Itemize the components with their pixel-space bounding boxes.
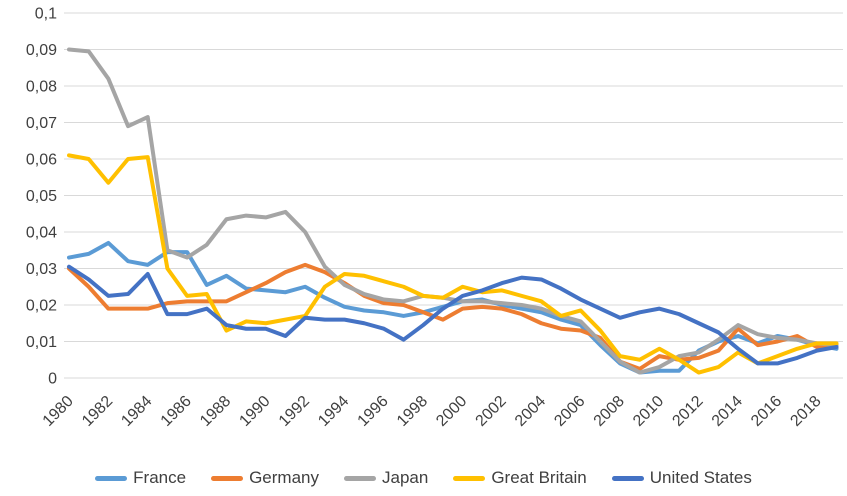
legend-label: France	[133, 468, 187, 487]
legend-item-france: France	[95, 468, 186, 488]
legend-item-united-states: United States	[611, 468, 752, 488]
legend-line-swatch	[611, 475, 644, 481]
x-axis-tick-label: 2010	[630, 393, 667, 430]
x-axis-tick-label: 1994	[315, 393, 352, 430]
y-axis-tick-label: 0,1	[35, 6, 57, 23]
y-axis-tick-label: 0,03	[26, 261, 57, 278]
x-axis-tick-label: 1982	[79, 393, 116, 430]
y-axis-tick-label: 0,05	[26, 188, 57, 205]
y-axis-tick-label: 0,02	[26, 298, 57, 315]
x-axis-tick-label: 2006	[551, 393, 588, 430]
y-axis-tick-label: 0,09	[26, 42, 57, 59]
x-axis-tick-label: 2004	[512, 393, 549, 430]
x-axis-tick-label: 1984	[118, 393, 155, 430]
x-axis-tick-label: 2016	[748, 393, 785, 430]
legend-label: Japan	[382, 468, 429, 487]
series-line-great-britain	[67, 153, 839, 375]
legend-line-swatch	[453, 475, 486, 481]
legend: France Germany Japan Great Britain United St…	[0, 468, 847, 488]
series-line-united-states	[67, 264, 839, 366]
series-line-france	[67, 240, 839, 375]
x-axis-tick-label: 2012	[669, 393, 706, 430]
y-axis-tick-label: 0,01	[26, 334, 57, 351]
legend-line-swatch	[95, 475, 128, 481]
series-line-japan	[67, 47, 839, 375]
legend-label: Great Britain	[491, 468, 587, 487]
x-axis-tick-label: 2018	[787, 393, 824, 430]
x-axis-tick-label: 2014	[709, 393, 746, 430]
x-axis-tick-label: 1990	[236, 393, 273, 430]
x-axis-tick-label: 2008	[591, 393, 628, 430]
x-axis-tick-label: 1980	[40, 393, 77, 430]
legend-label: Germany	[249, 468, 319, 487]
series-line-germany	[67, 262, 839, 371]
legend-item-japan: Japan	[344, 468, 428, 488]
y-axis-tick-label: 0,04	[26, 225, 57, 242]
x-axis-tick-label: 1988	[197, 393, 234, 430]
legend-item-great-britain: Great Britain	[453, 468, 587, 488]
legend-item-germany: Germany	[211, 468, 319, 488]
y-axis-tick-label: 0,08	[26, 79, 57, 96]
legend-line-swatch	[211, 475, 244, 481]
y-axis-tick-label: 0,07	[26, 115, 57, 132]
y-axis-tick-label: 0	[48, 371, 57, 388]
legend-label: United States	[649, 468, 752, 487]
y-axis-tick-label: 0,06	[26, 152, 57, 169]
x-axis-tick-label: 2000	[433, 393, 470, 430]
x-axis-tick-label: 1996	[355, 393, 392, 430]
x-axis-tick-label: 2002	[473, 393, 510, 430]
x-axis-tick-label: 1986	[158, 393, 195, 430]
x-axis-tick-label: 1992	[276, 393, 313, 430]
x-axis-tick-label: 1998	[394, 393, 431, 430]
legend-line-swatch	[344, 475, 376, 481]
